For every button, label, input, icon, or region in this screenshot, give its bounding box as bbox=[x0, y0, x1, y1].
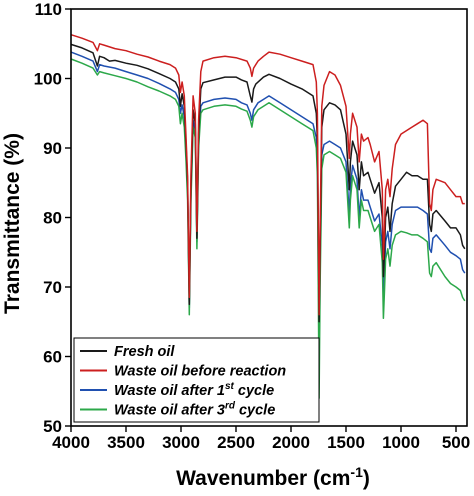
y-tick-label: 100 bbox=[34, 70, 62, 89]
y-tick-label: 70 bbox=[43, 278, 62, 297]
x-tick-label: 3000 bbox=[162, 433, 200, 452]
x-tick-label: 4000 bbox=[52, 433, 90, 452]
series-line-3 bbox=[70, 51, 466, 340]
x-tick-label: 2500 bbox=[217, 433, 255, 452]
x-axis-title-text: Wavenumber (cm bbox=[176, 467, 350, 490]
x-tick-label: 500 bbox=[442, 433, 470, 452]
series-line-1 bbox=[70, 43, 466, 323]
series-layer bbox=[70, 33, 466, 399]
y-tick-label: 110 bbox=[35, 0, 62, 19]
legend-box bbox=[73, 337, 320, 423]
x-axis-title-superscript: -1 bbox=[350, 464, 363, 480]
x-tick-label: 2000 bbox=[272, 433, 310, 452]
legend-label-1: Fresh oil bbox=[114, 344, 175, 360]
y-tick-label: 50 bbox=[43, 417, 62, 436]
series-line-2 bbox=[70, 33, 465, 316]
x-tick-label: 3500 bbox=[107, 433, 145, 452]
y-tick-label: 60 bbox=[43, 348, 62, 367]
y-tick-label: 90 bbox=[43, 139, 62, 158]
legend-label-3: Waste oil after 1st cycle bbox=[114, 381, 274, 399]
x-axis-title-suffix: ) bbox=[363, 467, 370, 490]
x-axis: 4000 3500 3000 2500 2000 1500 1000 500 bbox=[52, 426, 470, 452]
x-axis-title: Wavenumber (cm-1) bbox=[176, 464, 370, 490]
y-tick-label: 80 bbox=[43, 209, 62, 228]
legend-label-2: Waste oil before reaction bbox=[114, 364, 286, 380]
x-tick-label: 1500 bbox=[327, 433, 365, 452]
y-axis: 50 60 70 80 90 100 110 bbox=[34, 0, 71, 436]
plot-area: 4000 3500 3000 2500 2000 1500 1000 500 50 60 70 80… bbox=[34, 0, 471, 452]
y-axis-title: Transmittance (%) bbox=[1, 133, 24, 314]
legend-label-4: Waste oil after 3rd cycle bbox=[114, 401, 275, 419]
x-tick-label: 1000 bbox=[382, 433, 420, 452]
